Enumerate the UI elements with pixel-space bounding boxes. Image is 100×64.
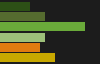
Bar bbox=[0, 43, 40, 52]
Bar bbox=[0, 53, 55, 62]
Bar bbox=[0, 33, 45, 42]
Bar bbox=[0, 12, 45, 21]
Bar bbox=[0, 2, 30, 11]
Bar bbox=[0, 22, 85, 31]
